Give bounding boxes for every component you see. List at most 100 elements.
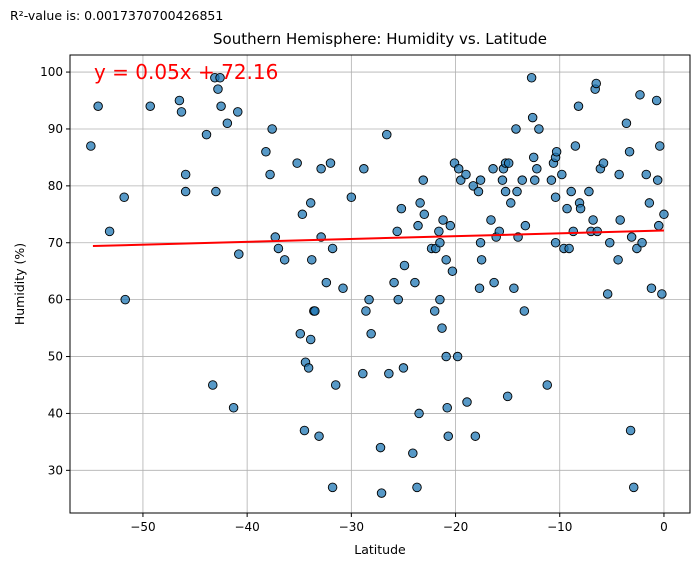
data-point — [408, 448, 418, 459]
data-point — [366, 329, 376, 339]
data-point — [201, 129, 212, 140]
data-point — [557, 169, 567, 180]
data-point — [453, 164, 464, 174]
data-point — [519, 306, 530, 316]
data-point — [520, 220, 531, 231]
regression-line — [92, 229, 664, 248]
data-point — [575, 203, 586, 214]
data-point — [588, 215, 598, 225]
y-tick-label: 40 — [48, 406, 63, 420]
data-point — [414, 408, 424, 419]
data-point — [295, 329, 306, 339]
data-point — [502, 391, 513, 402]
data-point — [605, 238, 615, 248]
data-point — [410, 277, 420, 288]
data-point — [551, 146, 562, 157]
data-point — [393, 294, 403, 305]
data-point — [120, 294, 130, 305]
regression-layer — [92, 229, 664, 248]
data-point — [415, 198, 425, 208]
data-point — [624, 146, 635, 157]
data-point — [330, 380, 341, 390]
data-point — [399, 260, 410, 271]
x-tick-label: 0 — [660, 520, 668, 534]
data-point — [550, 192, 561, 202]
data-point — [500, 186, 511, 197]
data-point — [174, 95, 185, 106]
data-point — [292, 158, 302, 168]
y-tick-label: 30 — [48, 463, 63, 477]
data-point — [119, 192, 129, 202]
y-tick-label: 80 — [48, 179, 63, 193]
data-point — [461, 169, 471, 180]
data-point — [641, 169, 651, 180]
data-point — [327, 243, 338, 254]
data-point — [305, 198, 316, 208]
data-point — [413, 220, 423, 231]
data-point — [628, 482, 639, 493]
data-point — [419, 209, 430, 220]
plot-frame — [69, 54, 691, 514]
data-point — [564, 243, 574, 254]
data-point — [475, 175, 486, 185]
data-point — [489, 277, 499, 288]
data-point — [437, 323, 447, 333]
data-point — [299, 425, 310, 436]
data-point — [104, 226, 115, 237]
data-point — [267, 124, 277, 134]
data-point — [297, 209, 308, 220]
y-tick-label: 60 — [48, 293, 63, 307]
data-point — [657, 289, 667, 299]
data-point — [435, 238, 445, 248]
data-point — [176, 107, 187, 117]
data-point — [526, 73, 537, 83]
data-point — [375, 442, 386, 453]
data-point — [474, 283, 485, 294]
data-point — [273, 243, 284, 254]
data-point — [573, 101, 584, 111]
data-point — [550, 238, 561, 248]
data-point — [462, 397, 472, 407]
data-point — [614, 169, 624, 180]
data-point — [511, 124, 521, 134]
data-point — [213, 84, 223, 94]
data-point — [626, 232, 637, 242]
data-point — [509, 283, 519, 294]
grid-layer — [70, 55, 690, 513]
data-point — [512, 186, 522, 197]
points-layer — [86, 73, 669, 498]
data-point — [392, 226, 402, 237]
y-tick-label: 70 — [48, 236, 63, 250]
data-point — [361, 306, 371, 316]
data-point — [389, 277, 399, 288]
data-point — [396, 203, 407, 214]
data-point — [497, 175, 508, 185]
data-point — [655, 141, 665, 151]
regression-equation: y = 0.05x + 72.16 — [94, 60, 278, 84]
data-point — [438, 215, 448, 225]
data-point — [346, 192, 357, 202]
data-point — [542, 380, 552, 390]
chart-title: Southern Hemisphere: Humidity vs. Latitu… — [213, 30, 547, 48]
data-point — [635, 90, 645, 100]
data-point — [93, 101, 103, 111]
x-tick-label: −40 — [234, 520, 259, 534]
data-point — [303, 363, 314, 373]
data-point — [228, 402, 239, 413]
data-point — [418, 175, 428, 185]
data-point — [532, 164, 542, 174]
data-point — [325, 158, 336, 168]
data-point — [529, 175, 540, 185]
data-point — [321, 277, 332, 288]
x-tick-label: −10 — [547, 520, 572, 534]
data-point — [613, 255, 623, 265]
data-point — [625, 425, 636, 436]
data-point — [435, 294, 445, 305]
x-tick-label: −20 — [443, 520, 468, 534]
data-point — [475, 238, 486, 248]
data-point — [364, 294, 374, 305]
data-point — [615, 215, 625, 225]
data-point — [429, 306, 440, 316]
data-point — [180, 186, 191, 197]
